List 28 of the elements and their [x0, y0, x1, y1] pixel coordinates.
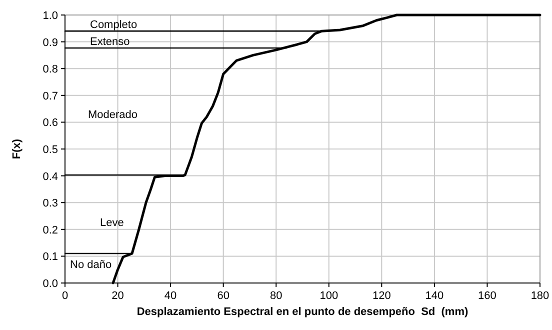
y-tick-label: 0.6: [42, 117, 58, 130]
x-tick-label: 100: [320, 290, 338, 302]
x-tick-label: 40: [164, 290, 177, 302]
annotation: Completo: [90, 19, 138, 31]
annotation: Extenso: [90, 36, 130, 48]
annotation: No daño: [70, 259, 112, 271]
y-tick-label: 0.2: [42, 224, 58, 236]
x-tick-label: 0: [62, 290, 68, 302]
y-tick-label: 0.8: [42, 64, 58, 76]
y-tick-label: 0.1: [42, 251, 58, 264]
x-tick-label: 20: [112, 290, 124, 302]
y-tick-label: 0.4: [42, 170, 58, 183]
x-tick-label: 60: [217, 290, 230, 302]
x-tick-label: 80: [270, 290, 282, 302]
x-tick-label: 120: [372, 290, 391, 302]
y-tick-label: 0.3: [42, 198, 58, 210]
x-tick-label: 160: [478, 290, 496, 302]
annotation: Leve: [100, 217, 124, 229]
y-tick-label: 1.0: [42, 10, 58, 22]
y-tick-label: 0.5: [42, 144, 58, 156]
y-tick-label: 0.7: [42, 90, 58, 102]
annotation: Moderado: [88, 109, 138, 121]
x-axis-title: Desplazamiento Espectral en el punto de desempeño Sd (mm): [136, 306, 468, 318]
x-tick-label: 140: [425, 290, 444, 302]
x-tick-label: 180: [530, 290, 550, 302]
y-tick-label: 0.0: [42, 278, 58, 290]
y-axis-title: F(x): [11, 138, 23, 160]
y-tick-label: 0.9: [42, 36, 58, 49]
